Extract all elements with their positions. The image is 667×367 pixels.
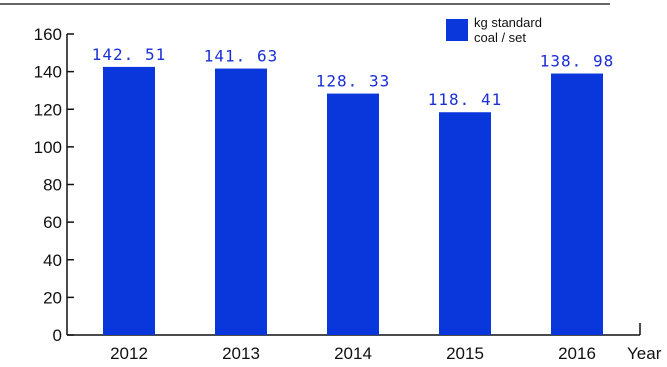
legend: kg standard coal / set (446, 15, 542, 45)
legend-label-line1: kg standard (474, 15, 542, 30)
bar (327, 93, 379, 335)
y-tick-label: 160 (34, 25, 62, 44)
y-tick-label: 20 (43, 288, 62, 307)
bars: 142. 51 141. 63 128. 33 118. 41 138. 98 (92, 45, 614, 336)
bar (551, 73, 603, 335)
x-tick-label: 2013 (222, 344, 260, 363)
y-tick-label: 140 (34, 63, 62, 82)
bar (103, 66, 155, 335)
data-label: 141. 63 (204, 47, 278, 66)
x-axis-title: Year (627, 344, 662, 363)
y-tick-label: 60 (43, 213, 62, 232)
y-axis: 0 20 40 60 80 100 120 140 160 (34, 25, 74, 345)
y-tick-label: 120 (34, 100, 62, 119)
x-tick-label: 2015 (446, 344, 484, 363)
y-tick-label: 80 (43, 176, 62, 195)
data-label: 128. 33 (316, 72, 390, 91)
legend-label-line2: coal / set (474, 30, 526, 45)
bar (439, 112, 491, 336)
data-label: 142. 51 (92, 45, 166, 64)
x-tick-label: 2016 (558, 344, 596, 363)
bar (215, 68, 267, 335)
data-label: 138. 98 (540, 52, 614, 71)
y-tick-label: 100 (34, 138, 62, 157)
legend-swatch (446, 19, 468, 41)
x-axis: 2012 2013 2014 2015 2016 (67, 323, 641, 363)
y-tick-label: 0 (53, 326, 62, 345)
x-tick-label: 2012 (110, 344, 148, 363)
x-tick-label: 2014 (334, 344, 372, 363)
y-tick-label: 40 (43, 251, 62, 270)
data-label: 118. 41 (428, 90, 502, 109)
